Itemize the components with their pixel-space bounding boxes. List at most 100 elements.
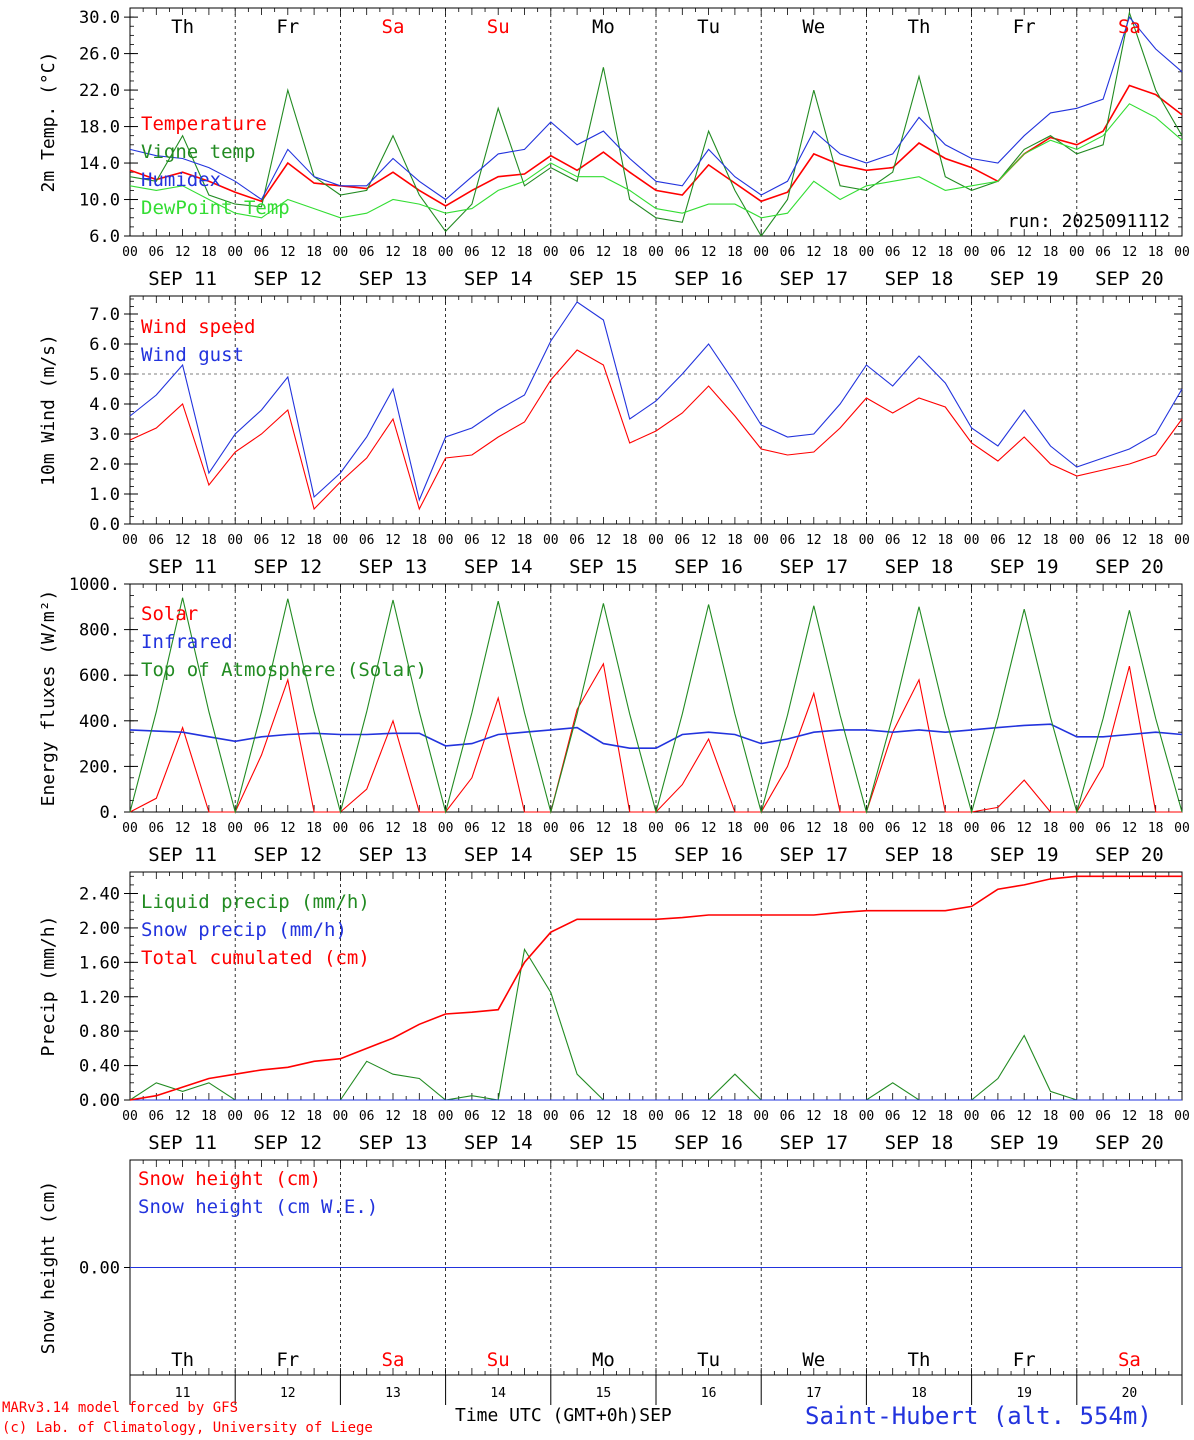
- hour-tick-label: 18: [517, 533, 533, 548]
- date-label: SEP 15: [569, 844, 638, 866]
- hour-tick-label: 00: [227, 245, 243, 260]
- date-label: SEP 15: [569, 268, 638, 290]
- hour-tick-label: 00: [753, 245, 769, 260]
- hour-tick-label: 18: [937, 533, 953, 548]
- day-number-label: 12: [280, 1386, 296, 1401]
- hour-tick-label: 06: [674, 245, 690, 260]
- hour-tick-label: 00: [964, 821, 980, 836]
- legend-label: Liquid precip (mm/h): [141, 891, 370, 913]
- legend-label: Humidex: [141, 169, 221, 191]
- date-label: SEP 17: [779, 556, 848, 578]
- y-axis-label: Energy fluxes (W/m²): [38, 590, 59, 807]
- model-credit: MARv3.14 model forced by GFS: [2, 1400, 239, 1416]
- hour-tick-label: 00: [333, 821, 349, 836]
- hour-tick-label: 18: [411, 821, 427, 836]
- hour-tick-label: 00: [1069, 1109, 1085, 1124]
- date-label: SEP 11: [148, 556, 217, 578]
- hour-tick-label: 00: [1069, 245, 1085, 260]
- hour-tick-label: 18: [937, 245, 953, 260]
- hour-tick-label: 00: [543, 533, 559, 548]
- y-tick-label: 1000.: [69, 575, 120, 595]
- weekday-label: Fr: [276, 1349, 299, 1371]
- hour-tick-label: 06: [569, 821, 585, 836]
- hour-tick-label: 00: [122, 1109, 138, 1124]
- hour-tick-label: 00: [122, 533, 138, 548]
- weekday-label: Sa: [382, 1349, 405, 1371]
- hour-tick-label: 12: [1122, 533, 1138, 548]
- date-label: SEP 18: [885, 556, 954, 578]
- y-tick-label: 7.0: [89, 305, 120, 325]
- date-label: SEP 16: [674, 556, 743, 578]
- hour-tick-label: 06: [990, 1109, 1006, 1124]
- hour-tick-label: 18: [937, 1109, 953, 1124]
- weekday-label: We: [802, 16, 825, 38]
- hour-tick-label: 18: [306, 245, 322, 260]
- date-label: SEP 11: [148, 268, 217, 290]
- y-axis-label: Snow height (cm): [38, 1181, 59, 1354]
- legend-label: Infrared: [141, 631, 233, 653]
- series-line: [129, 597, 1183, 815]
- hour-tick-label: 12: [1122, 821, 1138, 836]
- date-label: SEP 19: [990, 268, 1059, 290]
- hour-tick-label: 06: [885, 245, 901, 260]
- y-tick-label: 0.0: [89, 515, 120, 535]
- weekday-label: Th: [908, 1349, 931, 1371]
- hour-tick-label: 12: [385, 533, 401, 548]
- y-tick-label: 600.: [79, 666, 120, 686]
- hour-tick-label: 00: [543, 1109, 559, 1124]
- series-line: [129, 103, 1183, 219]
- y-tick-label: 30.0: [79, 8, 120, 28]
- time-label: Time UTC (GMT+0h): [455, 1405, 640, 1426]
- hour-tick-label: 00: [227, 821, 243, 836]
- y-tick-label: 2.40: [79, 885, 120, 905]
- hour-tick-label: 06: [674, 533, 690, 548]
- hour-tick-label: 18: [832, 245, 848, 260]
- weekday-label: Fr: [276, 16, 299, 38]
- hour-tick-label: 06: [780, 1109, 796, 1124]
- hour-tick-label: 00: [1069, 821, 1085, 836]
- hour-tick-label: 00: [438, 1109, 454, 1124]
- series-line: [129, 349, 1183, 511]
- hour-tick-label: 12: [1122, 1109, 1138, 1124]
- hour-tick-label: 12: [1016, 533, 1032, 548]
- legend-label: Vigne temp: [141, 141, 255, 163]
- hour-tick-label: 12: [911, 1109, 927, 1124]
- y-tick-label: 22.0: [79, 81, 120, 101]
- date-label: SEP 17: [779, 1132, 848, 1154]
- y-tick-label: 400.: [79, 712, 120, 732]
- station-label: Saint-Hubert (alt. 554m): [805, 1402, 1152, 1430]
- hour-tick-label: 06: [464, 533, 480, 548]
- legend-label: Snow height (cm W.E.): [138, 1196, 378, 1218]
- time-axis-label: Time UTC (GMT+0h)SEP: [455, 1405, 672, 1426]
- hour-tick-label: 18: [306, 821, 322, 836]
- y-tick-label: 4.0: [89, 395, 120, 415]
- legend-label: Snow height (cm): [138, 1168, 321, 1190]
- hour-tick-label: 00: [859, 533, 875, 548]
- hour-tick-label: 06: [674, 821, 690, 836]
- hour-tick-label: 06: [885, 821, 901, 836]
- date-label: SEP 16: [674, 268, 743, 290]
- hour-tick-label: 12: [385, 245, 401, 260]
- hour-tick-label: 06: [359, 245, 375, 260]
- hour-tick-label: 12: [1016, 1109, 1032, 1124]
- hour-tick-label: 12: [701, 1109, 717, 1124]
- hour-tick-label: 12: [175, 533, 191, 548]
- hour-tick-label: 00: [438, 533, 454, 548]
- hour-tick-label: 18: [411, 245, 427, 260]
- hour-tick-label: 18: [832, 533, 848, 548]
- date-label: SEP 12: [253, 1132, 322, 1154]
- weekday-label: Fr: [1013, 16, 1036, 38]
- hour-tick-label: 06: [359, 821, 375, 836]
- hour-tick-label: 12: [596, 245, 612, 260]
- y-tick-label: 10.0: [79, 191, 120, 211]
- day-number-label: 14: [490, 1386, 506, 1401]
- hour-tick-label: 06: [148, 1109, 164, 1124]
- y-tick-label: 0.00: [79, 1259, 120, 1279]
- hour-tick-label: 00: [753, 1109, 769, 1124]
- lab-credit: (c) Lab. of Climatology, University of L…: [2, 1420, 373, 1436]
- hour-tick-label: 18: [832, 1109, 848, 1124]
- date-label: SEP 15: [569, 556, 638, 578]
- hour-tick-label: 18: [201, 245, 217, 260]
- hour-tick-label: 00: [333, 1109, 349, 1124]
- hour-tick-label: 18: [1043, 1109, 1059, 1124]
